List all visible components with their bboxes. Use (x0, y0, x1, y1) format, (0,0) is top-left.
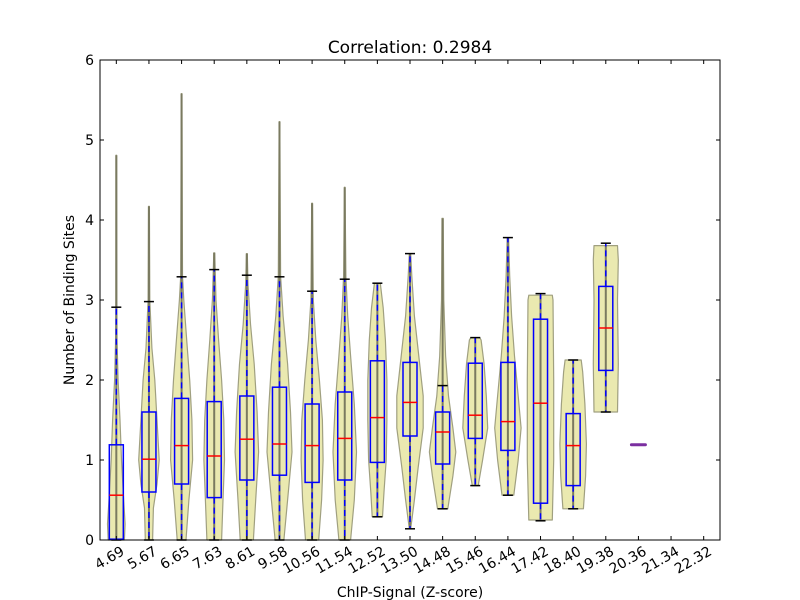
x-tick-label: 4.69 (92, 544, 127, 573)
y-tick-label: 6 (85, 53, 94, 69)
box-iqr (141, 411, 157, 493)
box-iqr (304, 403, 320, 484)
box-iqr (271, 386, 288, 476)
x-tick-label: 22.32 (672, 544, 715, 578)
box-iqr (402, 361, 418, 437)
plot-area (106, 92, 647, 541)
box-iqr (532, 318, 549, 504)
box-iqr (336, 391, 353, 481)
box-iqr (467, 362, 484, 440)
y-tick-label: 4 (85, 213, 94, 229)
x-tick-label: 5.67 (125, 544, 160, 573)
box-iqr (434, 411, 451, 465)
y-tick-label: 2 (85, 373, 94, 389)
y-tick-label: 0 (85, 533, 94, 549)
x-tick-label: 7.63 (190, 544, 225, 573)
chart-title: Correlation: 0.2984 (328, 38, 492, 58)
y-tick-label: 3 (85, 293, 94, 309)
box-iqr (369, 360, 386, 464)
y-tick-label: 1 (85, 453, 94, 469)
box-iqr (500, 361, 516, 452)
box-iqr (565, 412, 581, 487)
box-iqr (206, 400, 222, 499)
x-tick-label: 8.61 (223, 544, 258, 573)
y-tick-label: 5 (85, 133, 94, 149)
box-iqr (239, 395, 255, 481)
x-tick-label: 6.65 (158, 544, 193, 573)
y-axis-label: Number of Binding Sites (62, 215, 78, 385)
box-iqr (173, 397, 190, 485)
x-axis-label: ChIP-Signal (Z-score) (337, 585, 483, 600)
